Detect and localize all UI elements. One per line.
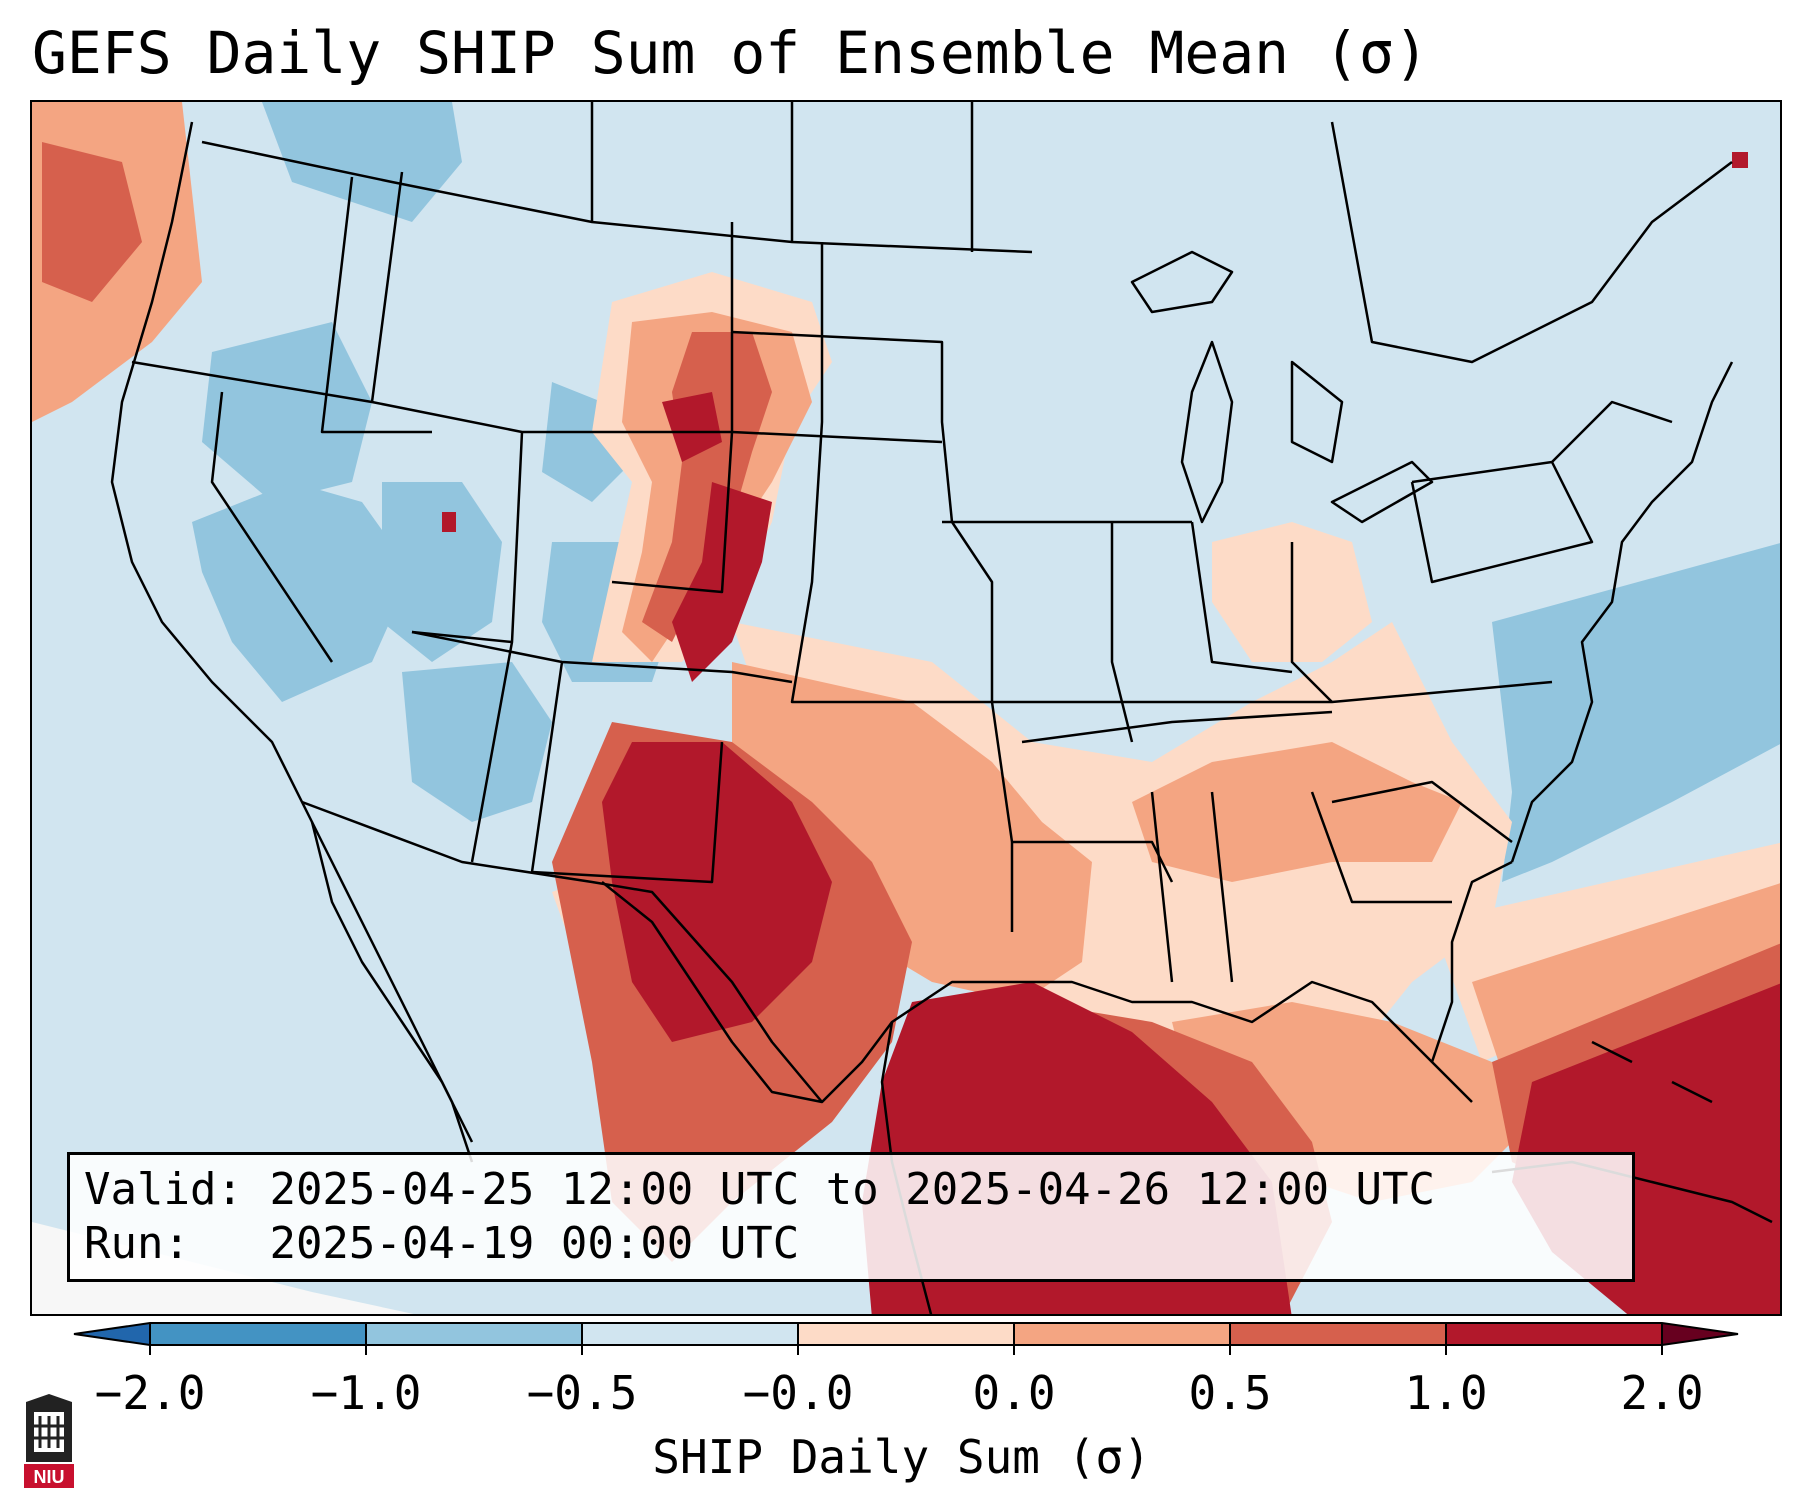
pacific-coastline [110, 121, 474, 1163]
colorbar-segment [582, 1323, 798, 1345]
atlantic-coastline [1510, 361, 1734, 863]
gulf-coastline [601, 881, 1473, 1104]
logo-text: NIU [34, 1467, 65, 1487]
colorbar-tick-label: 1.0 [1404, 1366, 1488, 1420]
us-mexico-border [301, 800, 823, 1103]
colorbar-extend-low [74, 1323, 150, 1345]
state-line [1410, 400, 1673, 584]
colorbar-segment [150, 1323, 366, 1345]
map-title: GEFS Daily SHIP Sum of Ensemble Mean (σ) [32, 19, 1429, 87]
valid-row: Valid: 2025-04-25 12:00 UTC to 2025-04-2… [84, 1163, 1618, 1217]
colorbar-tick-label: −2.0 [94, 1366, 206, 1420]
colorbar-tick-label: −0.5 [526, 1366, 638, 1420]
colorbar-extend-high [1662, 1323, 1738, 1345]
state-line [411, 630, 793, 884]
lake-erie [1330, 460, 1434, 524]
valid-label: Valid: [84, 1164, 243, 1215]
colorbar-segment [1014, 1323, 1230, 1345]
colorbar-segment [1446, 1323, 1662, 1345]
colorbar-label: SHIP Daily Sum (σ) [652, 1430, 1151, 1484]
colorbar-segment [366, 1323, 582, 1345]
province-line [1330, 121, 1733, 364]
colorbar-segments [74, 1323, 1738, 1345]
niu-logo-icon: NIU [24, 1394, 74, 1488]
colorbar-ticks [149, 1323, 1663, 1355]
colorbar-tick-label: 0.0 [972, 1366, 1056, 1420]
lake-michigan [1180, 340, 1234, 524]
state-line [790, 242, 1553, 704]
colorbar-tick-label: 2.0 [1620, 1366, 1704, 1420]
run-value: 2025-04-19 00:00 UTC [269, 1218, 800, 1269]
state-line [210, 171, 734, 663]
province-line [590, 102, 974, 252]
valid-run-info-box: Valid: 2025-04-25 12:00 UTC to 2025-04-2… [67, 1152, 1635, 1282]
colorbar-tick-label: −1.0 [310, 1366, 422, 1420]
bahamas-outline [1591, 1040, 1713, 1104]
state-line [1150, 780, 1513, 983]
florida-east-coast [1430, 860, 1513, 1063]
run-row: Run: 2025-04-19 00:00 UTC [84, 1217, 1618, 1271]
colorbar-segment [798, 1323, 1014, 1345]
colorbar-outline [73, 1322, 1739, 1346]
lake-huron [1290, 360, 1344, 464]
run-label: Run: [84, 1218, 190, 1269]
lake-superior [1130, 250, 1234, 314]
valid-value: 2025-04-25 12:00 UTC to 2025-04-26 12:00… [269, 1164, 1436, 1215]
colorbar-segment [1230, 1323, 1446, 1345]
state-line [1110, 521, 1333, 743]
colorbar-tick-label: −0.0 [742, 1366, 854, 1420]
map-canvas [32, 102, 1780, 1314]
state-line [990, 701, 1333, 932]
baja-coastline [310, 821, 474, 1143]
map-panel: Valid: 2025-04-25 12:00 UTC to 2025-04-2… [30, 100, 1782, 1316]
colorbar-tick-label: 0.5 [1188, 1366, 1272, 1420]
